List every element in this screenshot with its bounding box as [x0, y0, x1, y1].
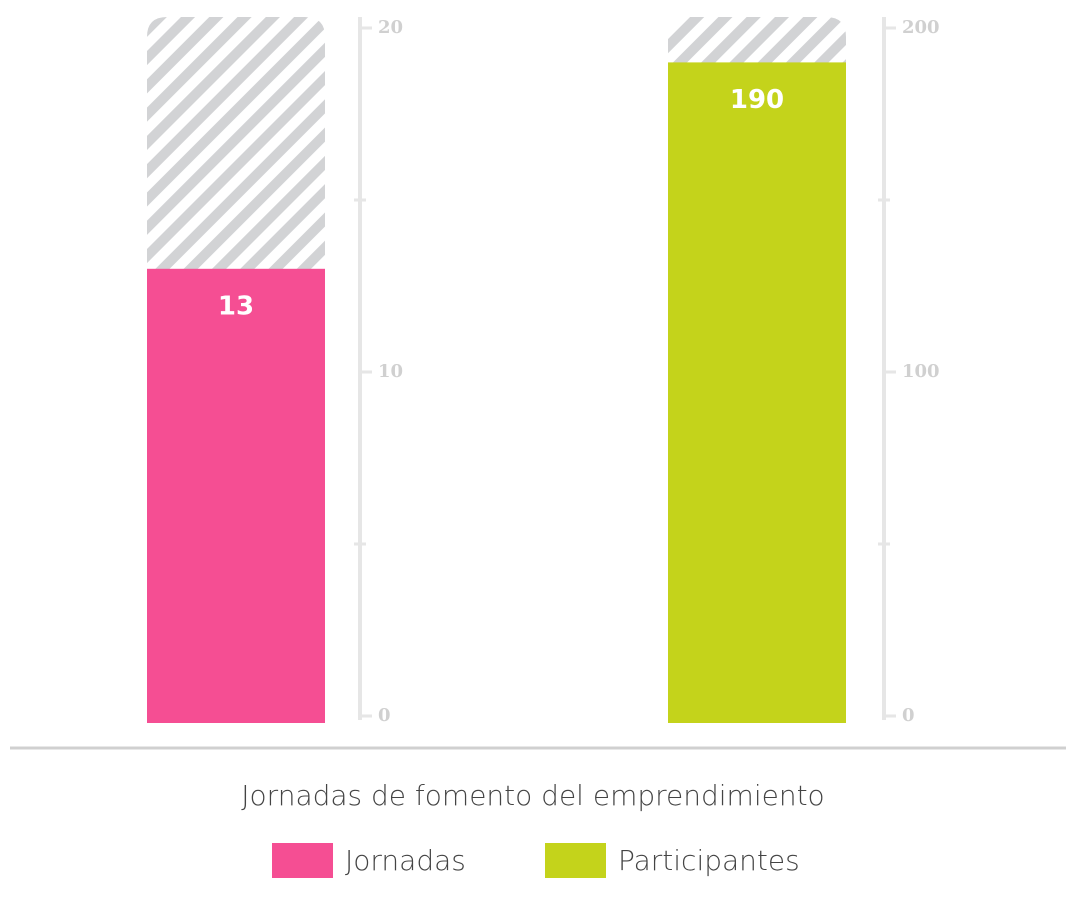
legend-label: Jornadas: [345, 844, 466, 877]
y-tick-label: 200: [902, 17, 940, 38]
x-category-label: Jornadas de fomento del emprendimiento: [241, 779, 824, 812]
bar: [668, 62, 846, 723]
value-label: 13: [218, 291, 254, 321]
legend-label: Participantes: [618, 844, 800, 877]
bar: [147, 268, 325, 723]
y-tick-label: 0: [902, 705, 915, 726]
legend-swatch: [545, 843, 606, 878]
y-tick-label: 0: [378, 705, 391, 726]
y-tick-label: 10: [378, 361, 403, 382]
y-tick-label: 20: [378, 17, 403, 38]
value-label: 190: [730, 85, 784, 115]
y-tick-label: 100: [902, 361, 940, 382]
legend-swatch: [272, 843, 333, 878]
